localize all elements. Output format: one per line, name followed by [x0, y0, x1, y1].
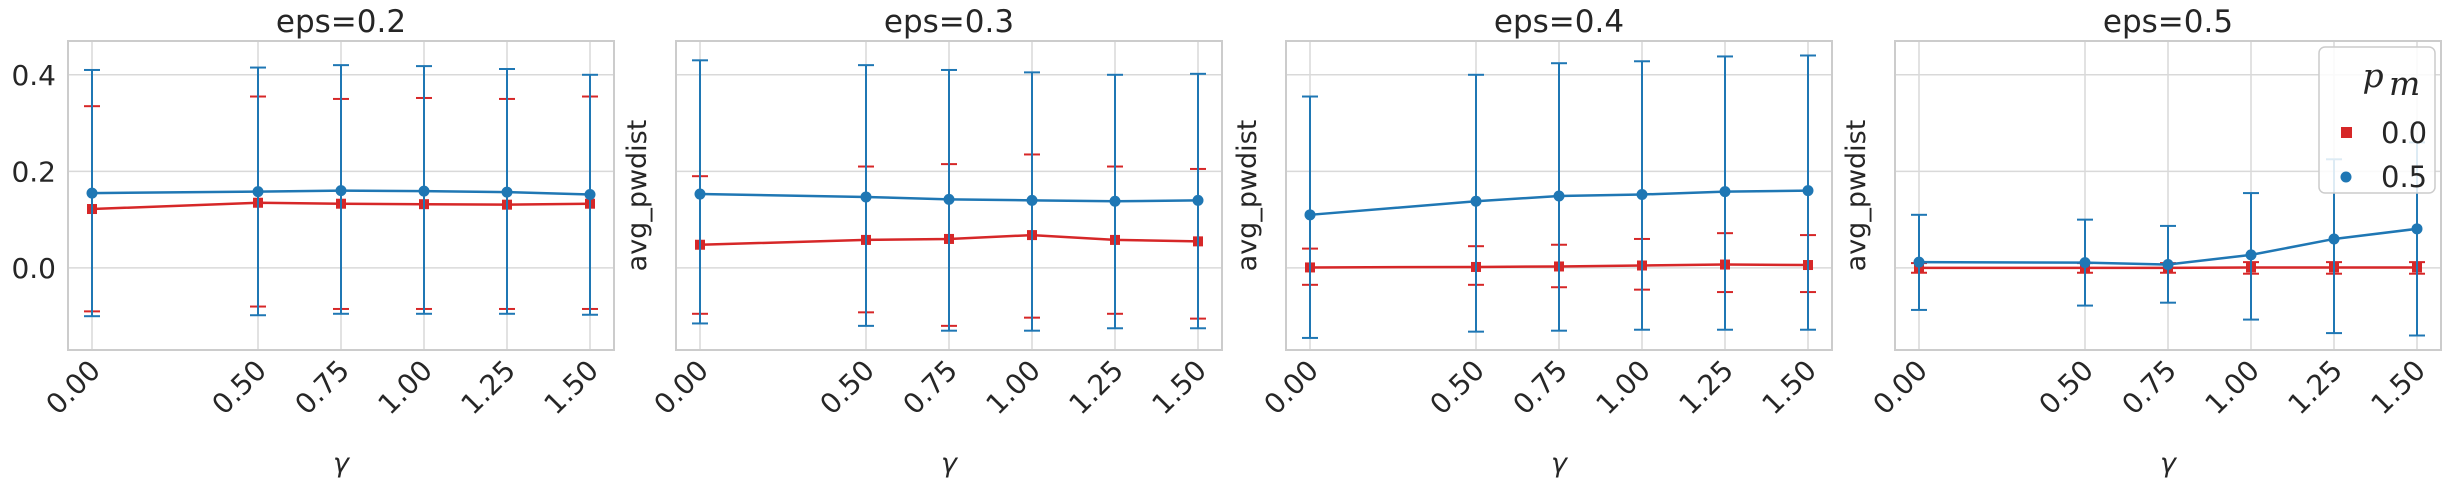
- panel-1: eps=0.2 0.0 0.2 0.4 0.00 0.50 0.75 1.00 1.25 1.50…: [11, 4, 615, 479]
- x-tick-label: 0.75: [1507, 354, 1574, 421]
- legend-label: 0.0: [2381, 116, 2427, 150]
- series-line: [1309, 189, 1809, 217]
- series-pm-0-5: [84, 64, 598, 318]
- data-point-circle: [501, 186, 513, 198]
- data-point-circle: [694, 188, 706, 200]
- x-axis-label: γ: [1551, 448, 1569, 479]
- x-tick-label: 1.00: [1590, 354, 1657, 421]
- legend-box: [2318, 46, 2436, 194]
- plot-frame: [67, 40, 615, 351]
- data-point-circle: [1719, 186, 1731, 198]
- data-point-circle: [1553, 190, 1565, 202]
- x-tick-label: 0.50: [206, 354, 273, 421]
- data-point-circle: [2245, 249, 2257, 261]
- plot-frame: [675, 40, 1223, 351]
- data-point-circle: [1470, 195, 1482, 207]
- x-tick-label: 0.75: [897, 354, 964, 421]
- x-tick-label: 1.00: [2199, 354, 2266, 421]
- legend-label: 0.5: [2381, 160, 2427, 194]
- y-axis-label: avg_pwdist: [1841, 120, 1872, 272]
- x-tick-label: 0.50: [2033, 354, 2100, 421]
- y-axis-label: avg_pwdist: [1232, 120, 1263, 272]
- x-axis-label: γ: [2160, 448, 2178, 479]
- x-tick-label: 1.50: [2365, 354, 2432, 421]
- x-tick-label: 0.50: [1424, 354, 1491, 421]
- y-tick-label: 0.0: [11, 252, 56, 285]
- x-tick-label: 1.00: [372, 354, 439, 421]
- data-point-circle: [2162, 259, 2174, 271]
- data-point-circle: [252, 186, 264, 198]
- x-tick-label: 0.00: [1867, 354, 1934, 421]
- x-tick-label: 1.00: [980, 354, 1047, 421]
- x-tick-label: 1.25: [1673, 354, 1740, 421]
- x-tick-label: 0.75: [2116, 354, 2183, 421]
- panel-4: eps=0.5 0.00 0.50 0.75 1.00 1.25 1.50 γ avg_pwdi…: [1841, 4, 2442, 479]
- data-point-circle: [2328, 233, 2340, 245]
- series-line: [91, 201, 591, 211]
- x-tick-label: 1.25: [2282, 354, 2349, 421]
- series-pm-0-5: [692, 59, 1206, 332]
- data-point-circle: [1192, 194, 1204, 206]
- series-line: [699, 192, 1199, 203]
- data-point-circle: [2411, 223, 2423, 235]
- legend-marker-circle: [2340, 171, 2352, 183]
- series-line: [1309, 263, 1809, 269]
- data-point-circle: [1636, 189, 1648, 201]
- x-tick-label: 1.50: [538, 354, 605, 421]
- legend-title-subscript: m: [2389, 64, 2420, 103]
- panel-3: eps=0.4 0.00 0.50 0.75 1.00 1.25 1.50 γ avg_pwdi…: [1232, 4, 1833, 479]
- x-tick-label: 0.00: [40, 354, 107, 421]
- series-line: [1918, 227, 2418, 266]
- data-point-circle: [1913, 256, 1925, 268]
- x-tick-label: 1.50: [1146, 354, 1213, 421]
- x-axis-label: γ: [333, 448, 351, 479]
- x-axis-label: γ: [941, 448, 959, 479]
- legend-title: p: [2362, 56, 2383, 95]
- panel-title: eps=0.5: [2103, 4, 2233, 40]
- data-point-circle: [1802, 185, 1814, 197]
- series-pm-0-5: [1302, 54, 1816, 339]
- data-point-circle: [2079, 257, 2091, 269]
- y-tick-label: 0.4: [11, 59, 56, 92]
- data-point-circle: [1026, 194, 1038, 206]
- x-tick-label: 1.25: [1063, 354, 1130, 421]
- plot-frame: [1285, 40, 1833, 351]
- series-line: [91, 189, 591, 196]
- data-point-circle: [1304, 209, 1316, 221]
- x-tick-label: 0.75: [289, 354, 356, 421]
- series-line: [699, 233, 1199, 246]
- data-point-circle: [86, 187, 98, 199]
- plot-frame: [1894, 40, 2442, 351]
- panel-title: eps=0.3: [884, 4, 1014, 40]
- x-tick-label: 1.25: [455, 354, 522, 421]
- data-point-circle: [584, 189, 596, 201]
- x-tick-label: 0.50: [814, 354, 881, 421]
- legend-marker-square: [2341, 127, 2352, 138]
- x-tick-label: 0.00: [1258, 354, 1325, 421]
- data-point-circle: [418, 185, 430, 197]
- data-point-circle: [335, 185, 347, 197]
- y-axis-label: avg_pwdist: [622, 120, 653, 272]
- data-point-circle: [860, 191, 872, 203]
- panel-2: eps=0.3 0.00 0.50 0.75 1.00 1.25 1.50 γ avg_pwdi…: [622, 4, 1223, 479]
- data-point-circle: [943, 193, 955, 205]
- legend: p m 0.0 0.5: [2318, 46, 2436, 194]
- x-tick-label: 1.50: [1756, 354, 1823, 421]
- panel-title: eps=0.4: [1494, 4, 1624, 40]
- x-tick-label: 0.00: [648, 354, 715, 421]
- data-point-circle: [1109, 195, 1121, 207]
- y-tick-label: 0.2: [11, 155, 56, 188]
- panel-title: eps=0.2: [276, 4, 406, 40]
